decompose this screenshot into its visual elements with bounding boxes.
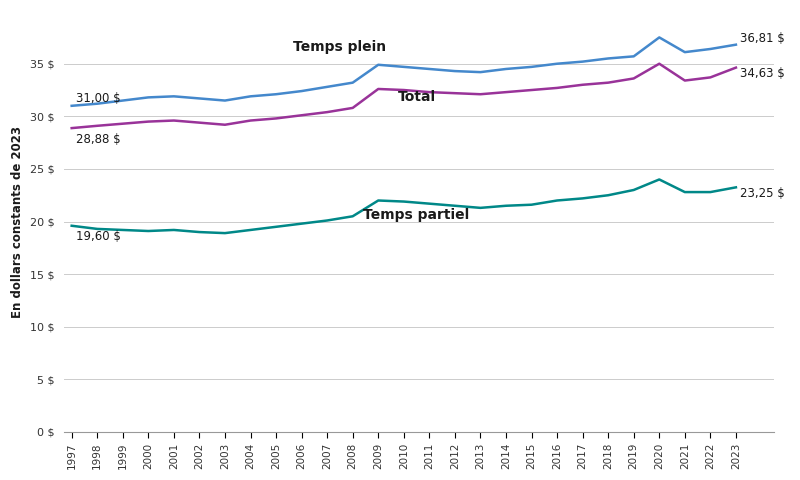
Text: 28,88 $: 28,88 $ (75, 133, 120, 146)
Text: Temps partiel: Temps partiel (363, 208, 470, 222)
Y-axis label: En dollars constants de 2023: En dollars constants de 2023 (11, 126, 24, 318)
Text: 19,60 $: 19,60 $ (75, 230, 120, 243)
Text: Temps plein: Temps plein (294, 40, 386, 54)
Text: 36,81 $: 36,81 $ (740, 32, 785, 45)
Text: 34,63 $: 34,63 $ (740, 67, 785, 80)
Text: Total: Total (398, 90, 436, 104)
Text: 31,00 $: 31,00 $ (75, 92, 120, 105)
Text: 23,25 $: 23,25 $ (740, 187, 785, 200)
